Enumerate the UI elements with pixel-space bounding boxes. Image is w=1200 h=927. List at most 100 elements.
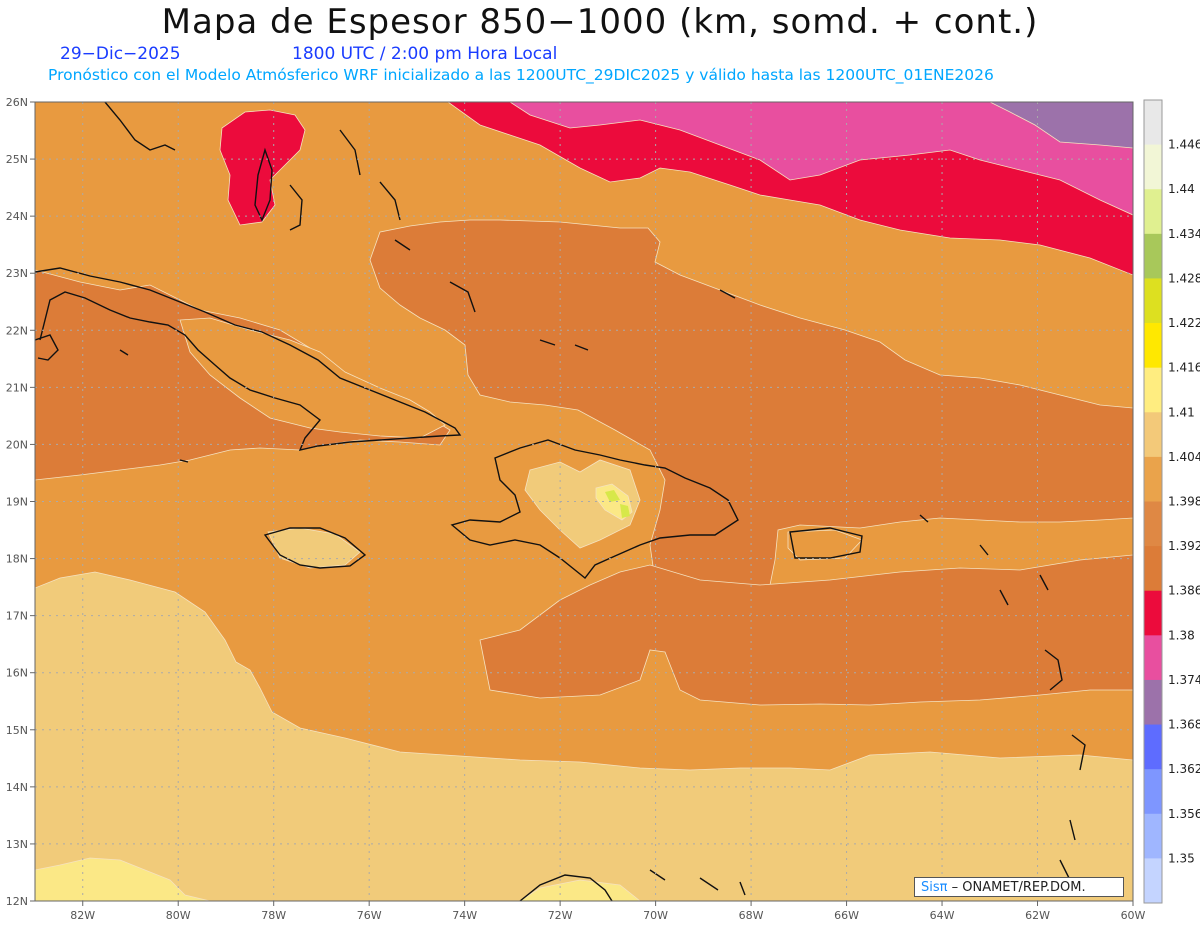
x-axis: 82W 80W 78W 76W 74W 72W 70W 68W 66W 64W 62W 60W: [70, 901, 1146, 922]
colorbar-label: 1.362: [1168, 762, 1200, 776]
band-1416-hispaniola: [605, 490, 620, 502]
y-tick-label: 12N: [6, 895, 28, 908]
x-tick-label: 76W: [357, 909, 382, 922]
coast-yucatan-cayman: [35, 334, 189, 463]
colorbar-segment: [1144, 367, 1162, 413]
coast-lesser-antilles: [919, 514, 1086, 881]
x-tick-label: 70W: [643, 909, 668, 922]
y-axis: 26N 25N 24N 23N 22N 21N 20N 19N 18N 17N 16N 15N 14N 1…: [6, 96, 35, 908]
coast-puertorico: [789, 527, 863, 559]
y-tick-label: 26N: [6, 96, 28, 109]
y-tick-label: 22N: [6, 324, 28, 337]
colorbar-segment: [1144, 323, 1162, 369]
forecast-subtitle: Pronóstico con el Modelo Atmósferico WRF…: [48, 66, 994, 84]
band-1410-south: [35, 857, 211, 901]
colorbar-label: 1.35: [1168, 851, 1195, 865]
colorbar-label: 1.44: [1168, 182, 1195, 196]
band-1392: [35, 102, 1133, 593]
forecast-date: 29−Dic−2025: [60, 44, 181, 64]
coast-cuba: [35, 267, 462, 451]
forecast-time: 1800 UTC / 2:00 pm Hora Local: [292, 44, 558, 64]
credit-text: – ONAMET/REP.DOM.: [951, 880, 1086, 895]
colorbar-label: 1.368: [1168, 718, 1200, 732]
x-tick-label: 72W: [548, 909, 573, 922]
y-tick-label: 23N: [6, 267, 28, 280]
colorbar-segment: [1144, 100, 1162, 146]
colorbar-label: 1.41: [1168, 405, 1195, 419]
x-tick-label: 66W: [834, 909, 859, 922]
y-tick-label: 15N: [6, 724, 28, 737]
coast-bahamas: [289, 129, 476, 313]
colorbar-label: 1.398: [1168, 495, 1200, 509]
colorbar-segment: [1144, 858, 1162, 904]
band-1416-hispaniola-2: [620, 504, 630, 518]
y-tick-label: 14N: [6, 781, 28, 794]
colorbar: 1.446 1.44 1.434 1.428 1.422 1.416 1.41 1.404 1.…: [1143, 99, 1200, 904]
colorbar-segment: [1144, 724, 1162, 770]
colorbar-label: 1.356: [1168, 807, 1200, 821]
x-tick-label: 62W: [1025, 909, 1050, 922]
sispi-logo: Sisπ: [921, 880, 948, 895]
colorbar-segment: [1144, 769, 1162, 815]
coast-florida: [104, 102, 176, 151]
colorbar-frame: [1143, 99, 1163, 904]
y-tick-label: 19N: [6, 496, 28, 509]
colorbar-segment: [1144, 144, 1162, 190]
coast-bahamas-andros: [254, 147, 273, 222]
y-tick-label: 21N: [6, 381, 28, 394]
band-1410-south-2: [519, 879, 641, 901]
coast-turks: [539, 289, 736, 351]
colorbar-segment: [1144, 233, 1162, 279]
colorbar-label: 1.38: [1168, 628, 1195, 642]
x-tick-label: 80W: [166, 909, 191, 922]
colorbar-segment: [1144, 278, 1162, 324]
colorbar-label: 1.386: [1168, 584, 1200, 598]
colorbar-segment: [1144, 501, 1162, 547]
y-tick-label: 25N: [6, 153, 28, 166]
y-tick-label: 18N: [6, 553, 28, 566]
colorbar-segment: [1144, 679, 1162, 726]
y-tick-label: 17N: [6, 610, 28, 623]
colorbar-segment: [1144, 635, 1162, 681]
colorbar-label: 1.416: [1168, 361, 1200, 375]
x-tick-label: 82W: [70, 909, 95, 922]
x-tick-label: 68W: [739, 909, 764, 922]
colorbar-segment: [1144, 546, 1162, 592]
coast-south-america: [519, 869, 746, 901]
map-title: Mapa de Espesor 850−1000 (km, somd. + co…: [161, 2, 1039, 42]
y-tick-label: 24N: [6, 210, 28, 223]
y-tick-label: 16N: [6, 667, 28, 680]
y-tick-label: 13N: [6, 838, 28, 851]
colorbar-label: 1.374: [1168, 673, 1200, 687]
band-1404-jamaica: [267, 527, 361, 569]
credit-box: Sisπ – ONAMET/REP.DOM.: [914, 877, 1124, 897]
colorbar-segment: [1144, 412, 1162, 458]
y-tick-label: 20N: [6, 438, 28, 451]
map-area: [35, 102, 1133, 901]
band-1404-hispaniola: [524, 459, 641, 549]
x-tick-label: 78W: [261, 909, 286, 922]
x-tick-label: 60W: [1121, 909, 1146, 922]
x-tick-label: 74W: [452, 909, 477, 922]
colorbar-segment: [1144, 590, 1162, 636]
colorbar-segment: [1144, 189, 1162, 235]
colorbar-label: 1.434: [1168, 227, 1200, 241]
band-1392-south: [479, 554, 1133, 706]
colorbar-label: 1.392: [1168, 539, 1200, 553]
band-1404-puertorico: [787, 529, 863, 561]
x-tick-label: 64W: [930, 909, 955, 922]
band-1398-cuba: [179, 317, 446, 439]
colorbar-label: 1.428: [1168, 271, 1200, 285]
coast-hispaniola: [450, 439, 739, 579]
colorbar-label: 1.404: [1168, 450, 1200, 464]
coast-jamaica: [263, 527, 367, 569]
colorbar-segment: [1144, 813, 1162, 859]
coastlines: [35, 102, 1086, 901]
colorbar-label: 1.422: [1168, 316, 1200, 330]
band-1386-bahamas: [219, 109, 306, 226]
band-1380: [509, 102, 1133, 216]
colorbar-label: 1.446: [1168, 138, 1200, 152]
band-1374: [989, 102, 1133, 149]
gridlines: [35, 102, 1133, 901]
